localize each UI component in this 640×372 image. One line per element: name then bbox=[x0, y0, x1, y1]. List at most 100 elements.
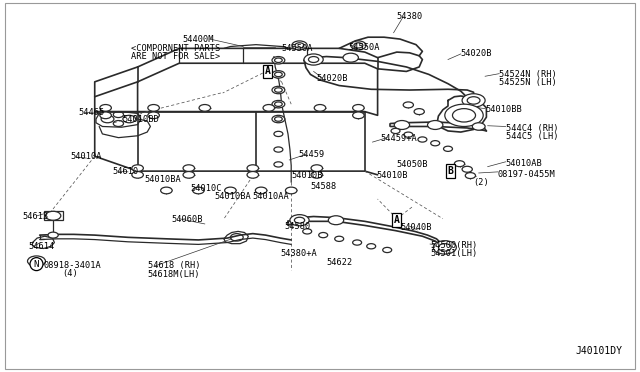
Circle shape bbox=[343, 53, 358, 62]
Circle shape bbox=[183, 171, 195, 178]
Text: 544C4 (RH): 544C4 (RH) bbox=[506, 124, 558, 133]
Circle shape bbox=[274, 72, 283, 77]
Text: 54550A: 54550A bbox=[282, 44, 313, 53]
Text: A: A bbox=[264, 67, 271, 76]
Circle shape bbox=[148, 112, 159, 119]
Text: 54618 (RH): 54618 (RH) bbox=[148, 262, 201, 270]
Text: (2): (2) bbox=[474, 178, 490, 187]
Text: 08918-3401A: 08918-3401A bbox=[44, 262, 101, 270]
Circle shape bbox=[311, 171, 323, 178]
Circle shape bbox=[290, 215, 309, 226]
Text: 54040B: 54040B bbox=[400, 223, 431, 232]
Text: ARE NOT FOR SALE>: ARE NOT FOR SALE> bbox=[131, 52, 221, 61]
Circle shape bbox=[274, 87, 283, 93]
Circle shape bbox=[394, 121, 410, 129]
Text: 54020B: 54020B bbox=[461, 49, 492, 58]
Circle shape bbox=[353, 240, 362, 245]
Circle shape bbox=[101, 115, 114, 123]
Circle shape bbox=[100, 112, 111, 119]
Circle shape bbox=[272, 71, 285, 78]
Text: 54459: 54459 bbox=[299, 150, 325, 159]
Circle shape bbox=[472, 123, 485, 130]
Circle shape bbox=[391, 128, 400, 134]
Text: 54380+A: 54380+A bbox=[280, 249, 317, 258]
Circle shape bbox=[311, 165, 323, 171]
Text: 54060B: 54060B bbox=[172, 215, 203, 224]
Text: 54613: 54613 bbox=[22, 212, 49, 221]
Circle shape bbox=[444, 146, 452, 151]
Circle shape bbox=[255, 187, 267, 194]
Circle shape bbox=[272, 86, 285, 94]
Circle shape bbox=[351, 41, 366, 50]
Text: 08197-0455M: 08197-0455M bbox=[498, 170, 556, 179]
Circle shape bbox=[123, 115, 136, 123]
Text: 54010BA: 54010BA bbox=[214, 192, 251, 201]
Circle shape bbox=[383, 247, 392, 253]
Text: 54500(RH): 54500(RH) bbox=[430, 241, 477, 250]
Circle shape bbox=[247, 165, 259, 171]
Text: 54459+A: 54459+A bbox=[381, 134, 417, 143]
Text: 54050B: 54050B bbox=[397, 160, 428, 169]
Circle shape bbox=[132, 171, 143, 178]
Text: 54524N (RH): 54524N (RH) bbox=[499, 70, 557, 79]
Circle shape bbox=[274, 117, 283, 122]
Circle shape bbox=[304, 54, 323, 65]
Circle shape bbox=[274, 162, 283, 167]
Text: 54610: 54610 bbox=[113, 167, 139, 176]
Circle shape bbox=[292, 41, 307, 50]
Circle shape bbox=[274, 58, 283, 63]
Circle shape bbox=[319, 232, 328, 238]
Circle shape bbox=[272, 100, 285, 108]
Circle shape bbox=[48, 232, 58, 238]
Circle shape bbox=[414, 109, 424, 115]
Text: 54010B: 54010B bbox=[291, 171, 323, 180]
Circle shape bbox=[272, 57, 285, 64]
Text: 54020B: 54020B bbox=[317, 74, 348, 83]
Text: N: N bbox=[34, 260, 39, 269]
Text: 54380: 54380 bbox=[397, 12, 423, 21]
Circle shape bbox=[274, 147, 283, 152]
Text: B: B bbox=[447, 166, 454, 176]
Text: <COMPORNENT PARTS: <COMPORNENT PARTS bbox=[131, 44, 221, 53]
Circle shape bbox=[274, 131, 283, 137]
Text: 54614: 54614 bbox=[29, 242, 55, 251]
Circle shape bbox=[100, 105, 111, 111]
Text: 54622: 54622 bbox=[326, 258, 353, 267]
Circle shape bbox=[404, 132, 413, 137]
Circle shape bbox=[431, 141, 440, 146]
Text: J40101DY: J40101DY bbox=[575, 346, 622, 356]
Text: (4): (4) bbox=[63, 269, 79, 278]
Circle shape bbox=[314, 105, 326, 111]
Circle shape bbox=[462, 166, 472, 172]
Circle shape bbox=[161, 187, 172, 194]
Text: 54010B: 54010B bbox=[376, 171, 408, 180]
Text: 54010BA: 54010BA bbox=[144, 175, 180, 184]
Text: 544C5 (LH): 544C5 (LH) bbox=[506, 132, 558, 141]
Circle shape bbox=[433, 241, 456, 254]
Circle shape bbox=[335, 236, 344, 241]
Circle shape bbox=[367, 244, 376, 249]
Text: 54525N (LH): 54525N (LH) bbox=[499, 78, 557, 87]
Text: 54010C: 54010C bbox=[191, 184, 222, 193]
Circle shape bbox=[132, 165, 143, 171]
Text: 54010A: 54010A bbox=[70, 153, 102, 161]
Circle shape bbox=[285, 187, 297, 194]
Text: 54010BB: 54010BB bbox=[485, 105, 522, 114]
Circle shape bbox=[199, 105, 211, 111]
Circle shape bbox=[263, 105, 275, 111]
Circle shape bbox=[454, 161, 465, 167]
Text: 54010BD: 54010BD bbox=[123, 115, 159, 124]
Circle shape bbox=[247, 171, 259, 178]
Circle shape bbox=[462, 94, 485, 107]
Text: 54010AB: 54010AB bbox=[506, 159, 542, 168]
Text: 54580: 54580 bbox=[285, 222, 311, 231]
Text: 54588: 54588 bbox=[310, 182, 337, 191]
Circle shape bbox=[28, 256, 45, 266]
Circle shape bbox=[465, 173, 476, 179]
Circle shape bbox=[418, 137, 427, 142]
Circle shape bbox=[445, 104, 483, 126]
Circle shape bbox=[45, 211, 61, 220]
Circle shape bbox=[183, 165, 195, 171]
Circle shape bbox=[148, 105, 159, 111]
Text: A: A bbox=[394, 215, 400, 225]
